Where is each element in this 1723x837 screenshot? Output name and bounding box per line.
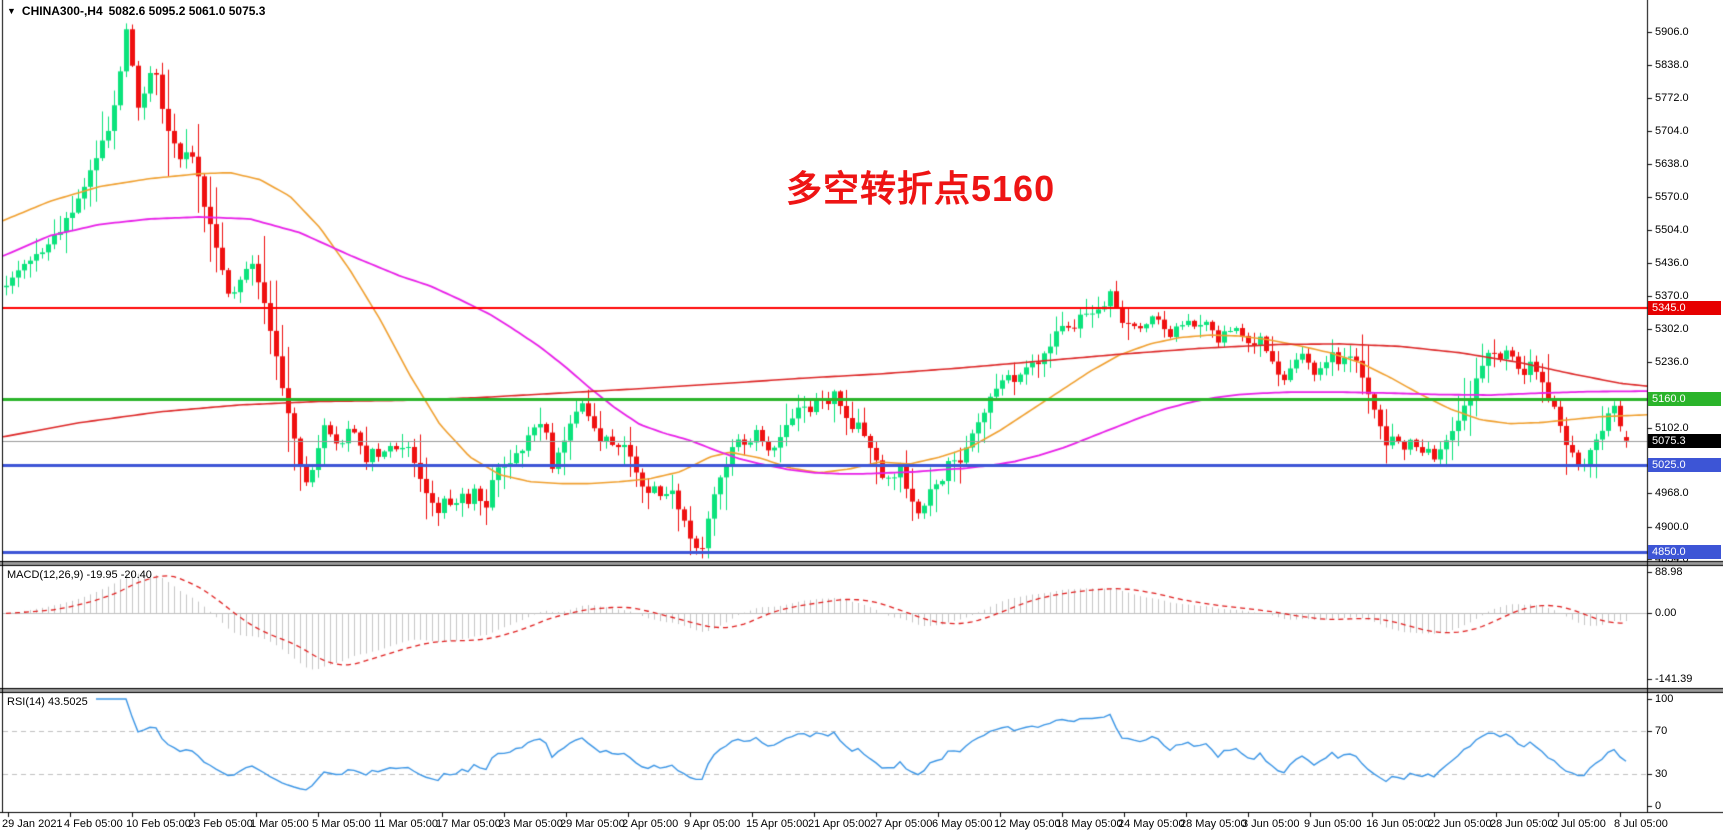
time-tick-label: 22 Jun 05:00 [1428, 818, 1492, 830]
time-tick-label: 29 Jan 2021 [2, 818, 63, 830]
level-price-tag: 5345.0 [1648, 300, 1721, 315]
time-tick-label: 24 May 05:00 [1118, 818, 1185, 830]
price-tick-label: 5102.0 [1655, 421, 1689, 434]
time-tick-label: 12 May 05:00 [994, 818, 1061, 830]
price-tick-label: 4900.0 [1655, 520, 1689, 533]
time-tick-label: 28 May 05:00 [1180, 818, 1247, 830]
level-price-tag: 4850.0 [1648, 544, 1721, 559]
macd-tick-label: 0.00 [1655, 607, 1677, 620]
rsi-tick-label: 100 [1655, 693, 1674, 705]
macd-tick-label: 88.98 [1655, 566, 1683, 578]
time-tick-label: 2 Jul 05:00 [1552, 818, 1606, 830]
level-price-tag: 5160.0 [1648, 392, 1721, 406]
time-tick-label: 2 Apr 05:00 [622, 818, 679, 830]
time-axis[interactable]: 29 Jan 2021 4 Feb 05:00 10 Feb 05:00 23 Feb… [0, 813, 1723, 837]
price-tick-label: 5236.0 [1655, 355, 1689, 368]
time-tick-label: 28 Jun 05:00 [1490, 818, 1554, 830]
current-price-price-tag: 5075.3 [1648, 433, 1721, 448]
price-tick-label: 5704.0 [1655, 125, 1689, 138]
time-tick-label: 6 May 05:00 [932, 818, 993, 830]
rsi-tick-label: 30 [1655, 767, 1668, 780]
price-tick-label: 5772.0 [1655, 91, 1689, 104]
price-tick-label: 5570.0 [1655, 191, 1689, 204]
price-tick-label: 4968.0 [1655, 487, 1689, 500]
symbol-dropdown-icon[interactable]: ▼ [7, 6, 16, 16]
price-axis[interactable]: 5906.0 5838.0 5772.0 5704.0 5638.0 5570.0 5504… [1647, 0, 1723, 812]
time-tick-label: 17 Mar 05:00 [436, 818, 501, 830]
time-tick-label: 23 Mar 05:00 [498, 818, 563, 830]
price-tick-label: 5436.0 [1655, 257, 1689, 270]
time-tick-label: 8 Jul 05:00 [1614, 818, 1668, 830]
chart-text-annotation[interactable]: 多空转折点5160 [786, 168, 1056, 209]
level-price-tag: 5025.0 [1648, 458, 1721, 473]
time-tick-label: 29 Mar 05:00 [560, 818, 625, 830]
price-tick-label: 5838.0 [1655, 59, 1689, 72]
rsi-tick-label: 70 [1655, 725, 1668, 738]
time-tick-label: 10 Feb 05:00 [126, 818, 191, 830]
time-tick-label: 23 Feb 05:00 [188, 818, 253, 830]
price-tick-label: 5504.0 [1655, 223, 1689, 236]
time-tick-label: 1 Mar 05:00 [250, 818, 309, 830]
time-tick-label: 16 Jun 05:00 [1366, 818, 1430, 830]
macd-tick-label: -141.39 [1655, 672, 1693, 685]
time-tick-label: 3 Jun 05:00 [1242, 818, 1300, 830]
time-tick-label: 15 Apr 05:00 [746, 818, 809, 830]
price-tick-label: 5906.0 [1655, 25, 1689, 38]
time-tick-label: 18 May 05:00 [1056, 818, 1123, 830]
time-tick-label: 5 Mar 05:00 [312, 818, 371, 830]
price-tick-label: 5370.0 [1655, 289, 1689, 302]
time-tick-label: 4 Feb 05:00 [64, 818, 123, 830]
price-tick-label: 5302.0 [1655, 323, 1689, 336]
time-tick-label: 9 Apr 05:00 [684, 818, 741, 830]
time-tick-label: 11 Mar 05:00 [374, 818, 439, 830]
chart-title: ▼ CHINA300-,H4 5082.6 5095.2 5061.0 5075… [7, 4, 265, 18]
price-tick-label: 5638.0 [1655, 157, 1689, 170]
ohlc-values: 5082.6 5095.2 5061.0 5075.3 [108, 4, 266, 18]
symbol-timeframe-label: CHINA300-,H4 [21, 4, 103, 18]
time-tick-label: 9 Jun 05:00 [1304, 818, 1362, 830]
time-tick-label: 21 Apr 05:00 [808, 818, 871, 830]
macd-indicator-label: MACD(12,26,9) -19.95 -20.40 [7, 569, 152, 581]
rsi-tick-label: 0 [1655, 800, 1662, 812]
rsi-indicator-label: RSI(14) 43.5025 [7, 696, 88, 708]
time-tick-label: 27 Apr 05:00 [870, 818, 933, 830]
